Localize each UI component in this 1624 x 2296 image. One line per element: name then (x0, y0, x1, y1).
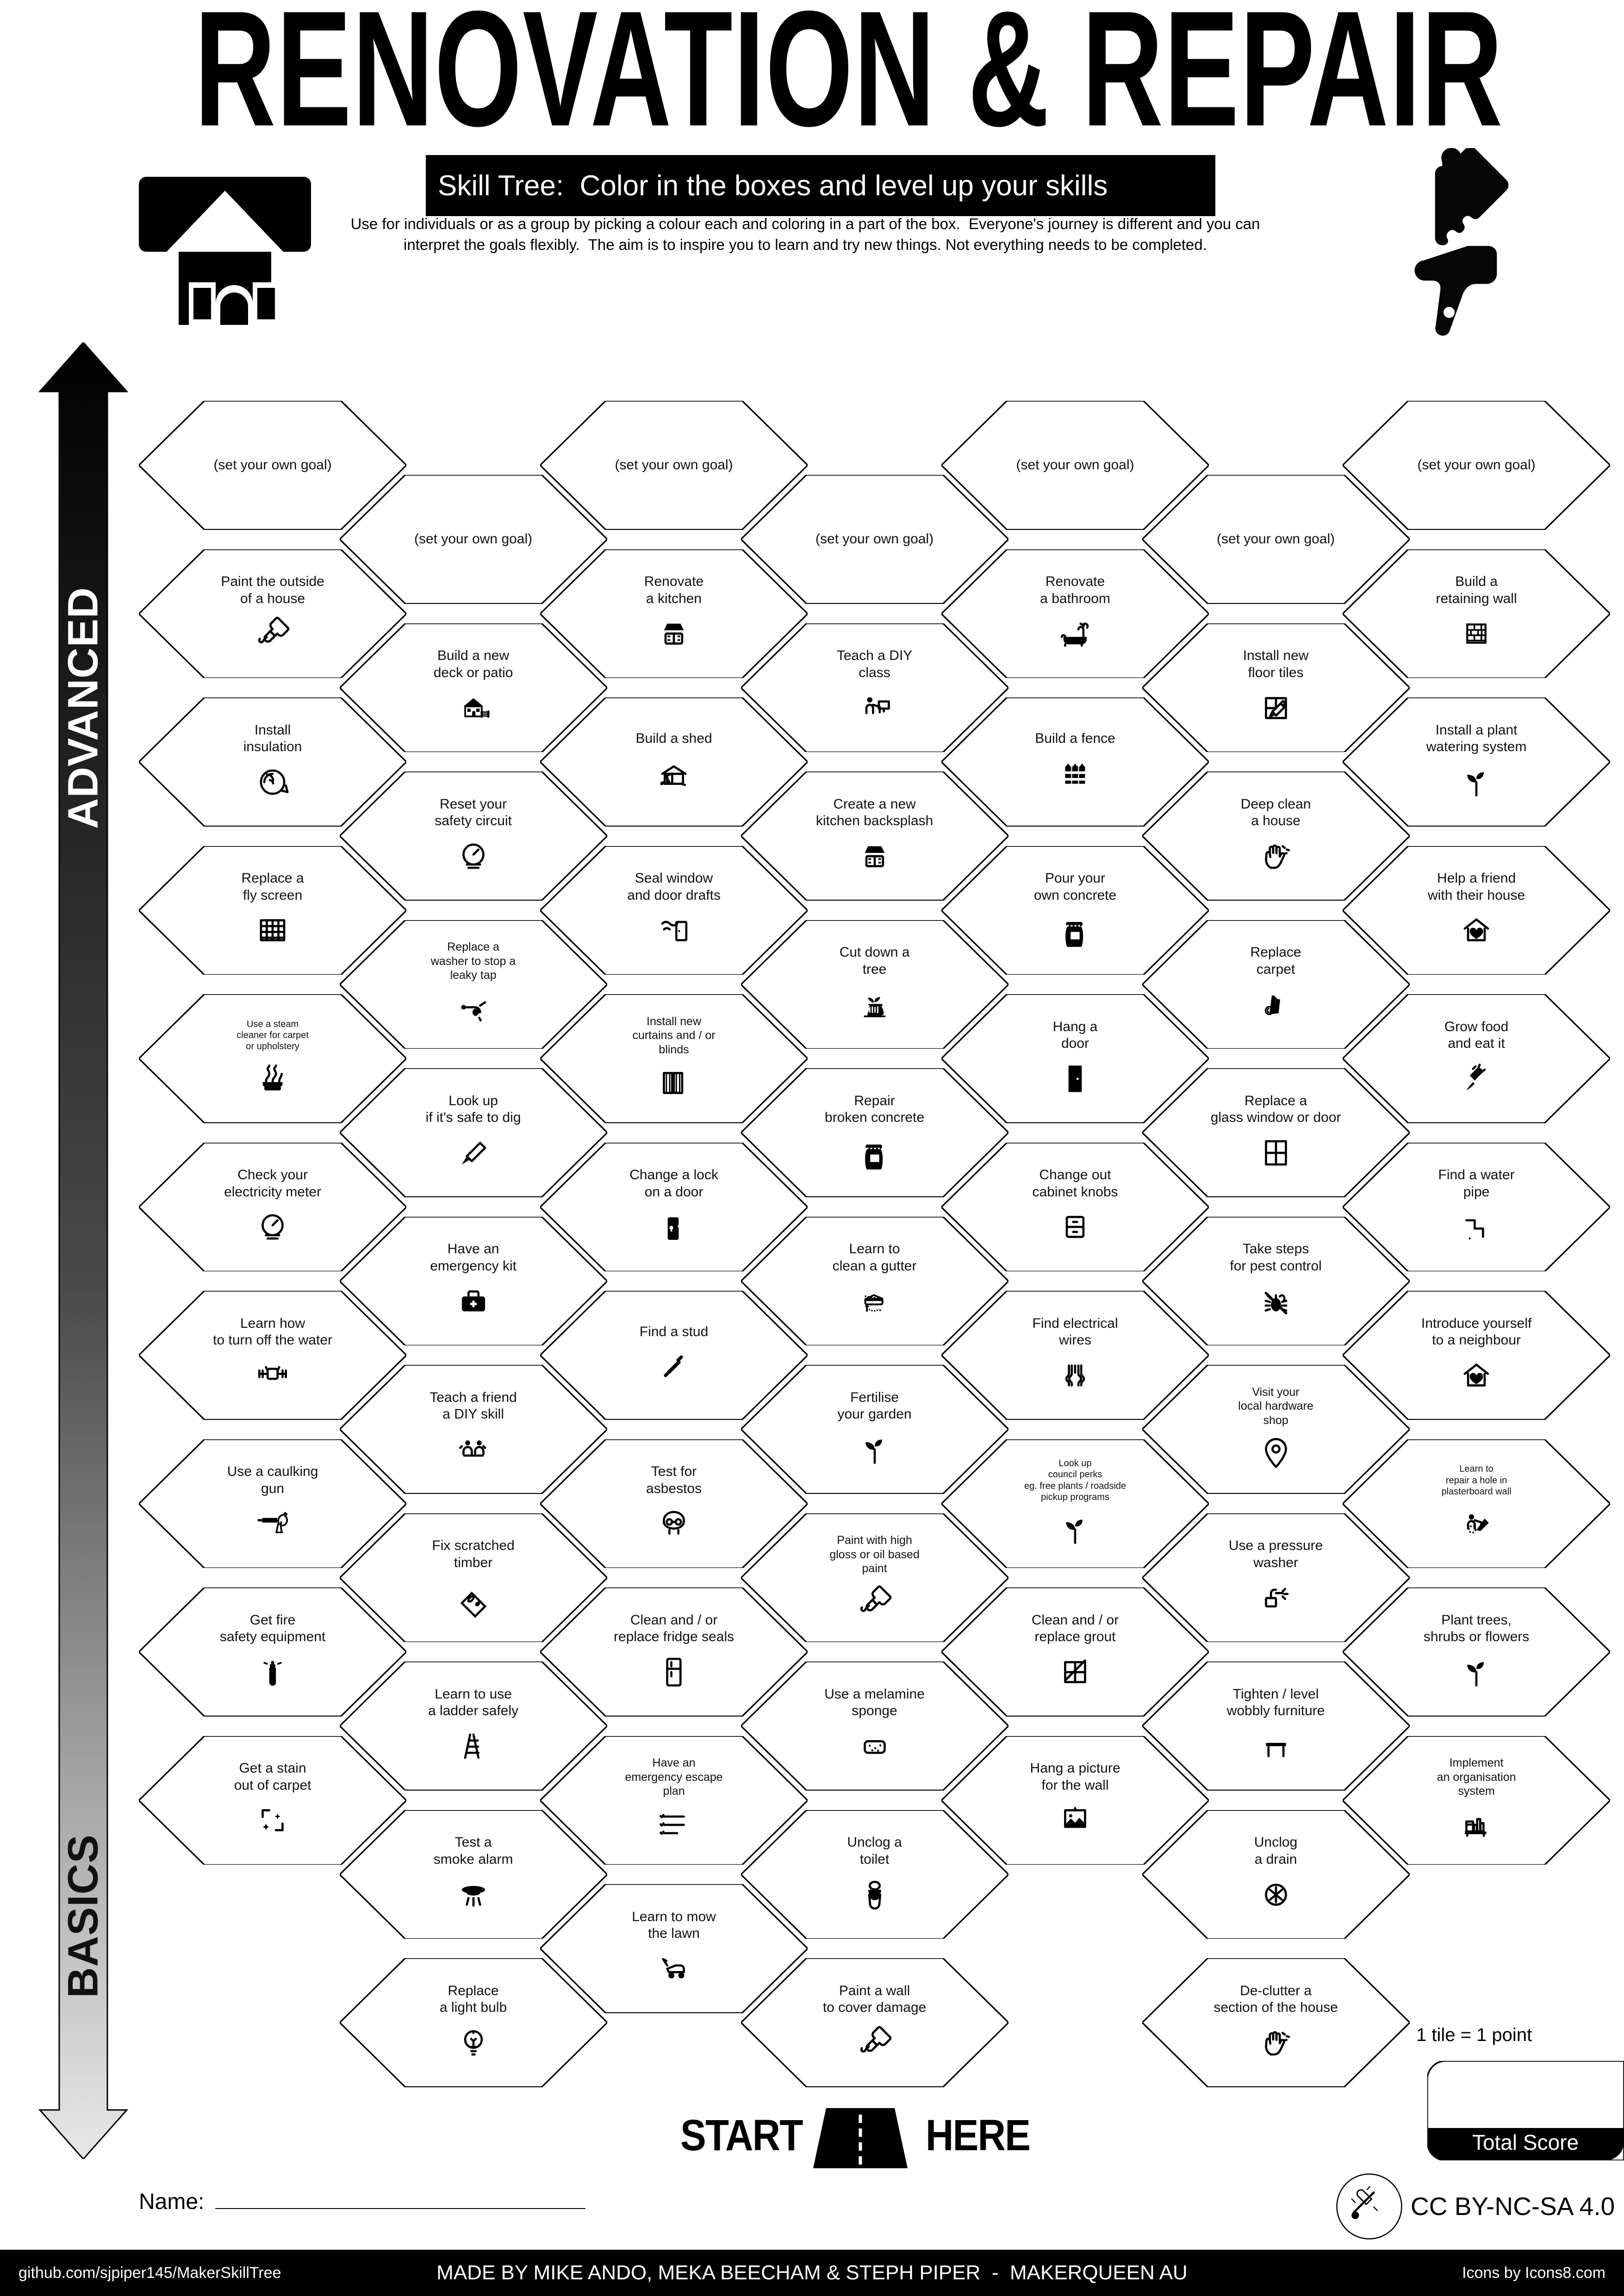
svg-text:Total Score: Total Score (1472, 2130, 1579, 2154)
